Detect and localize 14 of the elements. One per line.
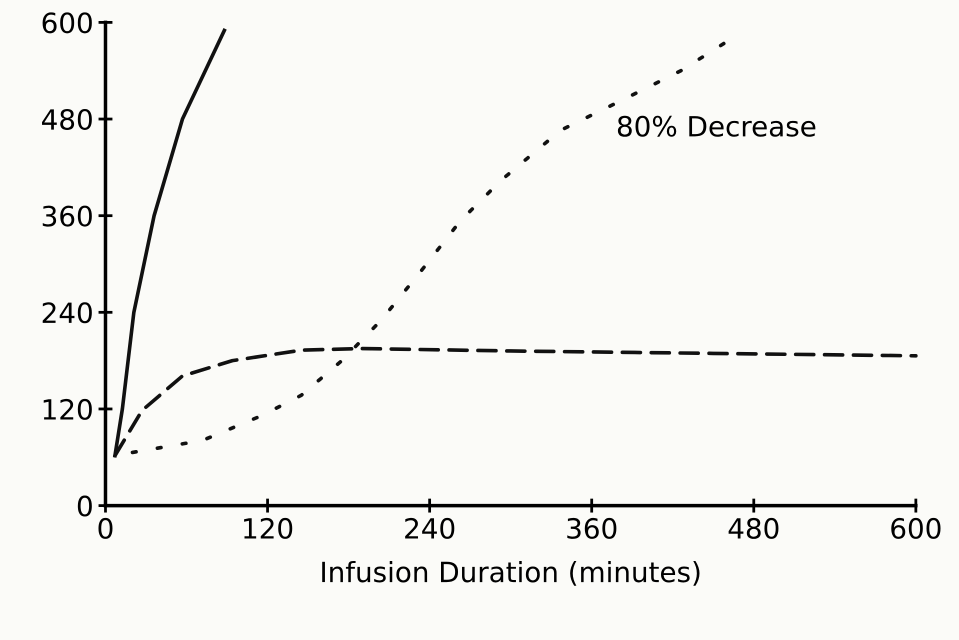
y-tick-label: 360	[42, 206, 92, 227]
x-tick-label: 0	[98, 518, 112, 539]
y-tick-label: 120	[44, 398, 92, 420]
x-tick-label: 360	[567, 518, 616, 539]
y-tick-label: 0	[78, 496, 92, 517]
x-axis-title: Infusion Duration (minutes)	[322, 560, 700, 586]
x-tick-label: 600	[891, 518, 941, 539]
y-tick-label: 600	[42, 12, 92, 34]
y-tick-label: 240	[42, 302, 92, 324]
y-tick-label: 480	[42, 108, 92, 130]
x-tick-label: 480	[728, 518, 778, 539]
annotation: 80% Decrease	[618, 116, 816, 137]
x-tick-label: 240	[405, 518, 454, 539]
x-tick-label: 120	[244, 518, 292, 539]
